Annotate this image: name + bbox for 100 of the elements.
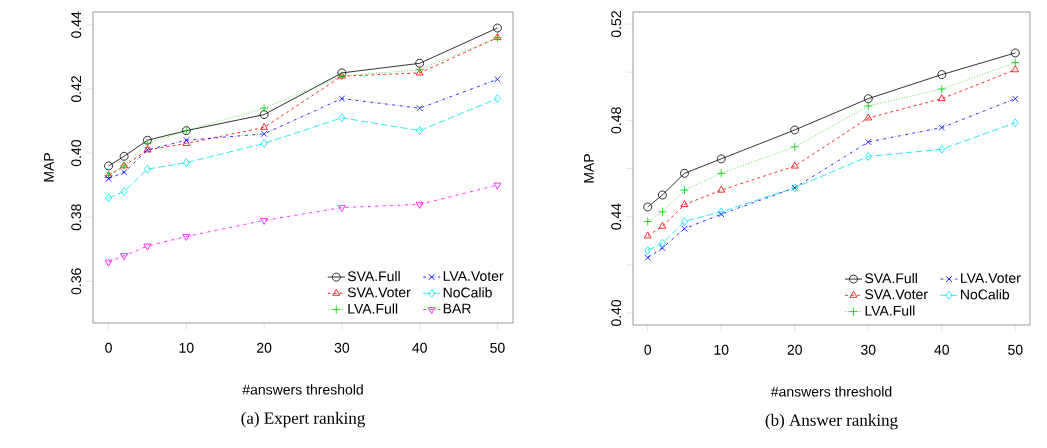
point — [260, 130, 268, 138]
point — [716, 154, 726, 164]
point — [681, 225, 688, 232]
point — [937, 70, 947, 79]
y-axis-title: MAP — [584, 154, 594, 183]
point — [415, 58, 425, 68]
point — [104, 259, 113, 267]
x-axis-title: #answers threshold — [242, 384, 363, 395]
point — [863, 94, 873, 104]
point — [493, 182, 502, 190]
text: (b) Answer ranking — [765, 413, 898, 430]
x-tick-label: 0 — [105, 342, 112, 353]
x-tick-label: 40 — [934, 344, 950, 355]
x-axis-title: #answers threshold — [770, 386, 892, 397]
x-tick-label: 20 — [257, 342, 272, 353]
point — [338, 113, 346, 123]
y-tick-label: 0.40 — [71, 139, 82, 167]
point — [260, 139, 268, 148]
x-tick-label: 30 — [334, 342, 350, 353]
point — [260, 218, 268, 225]
x-tick-label: 40 — [412, 342, 427, 353]
x-tick-label: 20 — [787, 344, 802, 355]
point — [338, 95, 346, 102]
point — [643, 202, 653, 212]
point — [144, 164, 151, 174]
point — [338, 205, 346, 212]
legend-label: LVA.Full — [348, 303, 398, 314]
point — [494, 94, 501, 103]
point — [1011, 65, 1020, 73]
point — [658, 221, 667, 229]
x-tick-label: 30 — [861, 344, 876, 355]
point — [790, 142, 800, 152]
point — [182, 158, 190, 168]
point — [105, 175, 112, 182]
point — [717, 207, 725, 217]
point — [790, 161, 799, 169]
point — [938, 124, 946, 131]
y-tick-label: 0.42 — [71, 76, 82, 103]
point — [658, 190, 667, 200]
point — [416, 104, 423, 112]
point — [260, 123, 268, 130]
legend-label: LVA.Full — [865, 305, 915, 316]
legend-label: SVA.Voter — [347, 287, 411, 298]
legend-label: LVA.Voter — [443, 271, 504, 281]
point — [644, 254, 651, 261]
point — [717, 185, 726, 193]
point — [120, 169, 128, 176]
point — [643, 231, 652, 239]
point — [143, 243, 152, 251]
legend-label: SVA.Voter — [865, 289, 928, 300]
x-tick-label: 10 — [179, 342, 194, 353]
x-tick-label: 10 — [714, 344, 729, 355]
x-tick-label: 50 — [1008, 344, 1023, 355]
point — [938, 144, 946, 154]
point — [659, 238, 666, 248]
point — [680, 185, 689, 195]
point — [1010, 58, 1020, 67]
point — [105, 193, 112, 203]
point — [143, 139, 152, 148]
point — [644, 245, 652, 255]
y-tick-label: 0.36 — [71, 268, 82, 295]
point — [104, 161, 113, 171]
point — [716, 168, 726, 178]
point — [415, 201, 424, 209]
point — [494, 76, 501, 83]
point — [790, 125, 800, 135]
y-tick-label: 0.44 — [611, 203, 622, 230]
point — [1010, 48, 1020, 58]
text: (a) Expert ranking — [241, 411, 365, 428]
point — [864, 113, 873, 121]
y-axis-title: MAP — [44, 153, 54, 182]
legend-label: NoCalib — [443, 287, 492, 298]
point — [681, 217, 688, 226]
point — [680, 168, 689, 178]
point — [119, 151, 129, 161]
point — [493, 23, 502, 33]
y-tick-label: 0.40 — [611, 299, 622, 327]
legend-label: LVA.Voter — [961, 273, 1021, 283]
point — [643, 217, 653, 226]
point — [1011, 118, 1019, 128]
point — [120, 187, 128, 196]
point — [120, 253, 128, 261]
point — [259, 110, 269, 119]
point — [259, 103, 269, 113]
point — [182, 234, 191, 241]
point — [1012, 95, 1019, 102]
x-tick-label: 0 — [644, 344, 652, 355]
y-tick-label: 0.38 — [71, 204, 82, 231]
legend-label: SVA.Full — [865, 272, 917, 284]
point — [864, 152, 872, 161]
point — [143, 135, 152, 145]
legend-label: NoCalib — [961, 289, 1010, 300]
point — [937, 84, 947, 94]
y-tick-label: 0.48 — [611, 107, 622, 134]
legend-label: BAR — [443, 303, 471, 314]
point — [416, 126, 424, 136]
point — [863, 101, 873, 111]
point — [865, 138, 872, 146]
y-tick-label: 0.44 — [71, 11, 82, 38]
point — [680, 200, 689, 208]
